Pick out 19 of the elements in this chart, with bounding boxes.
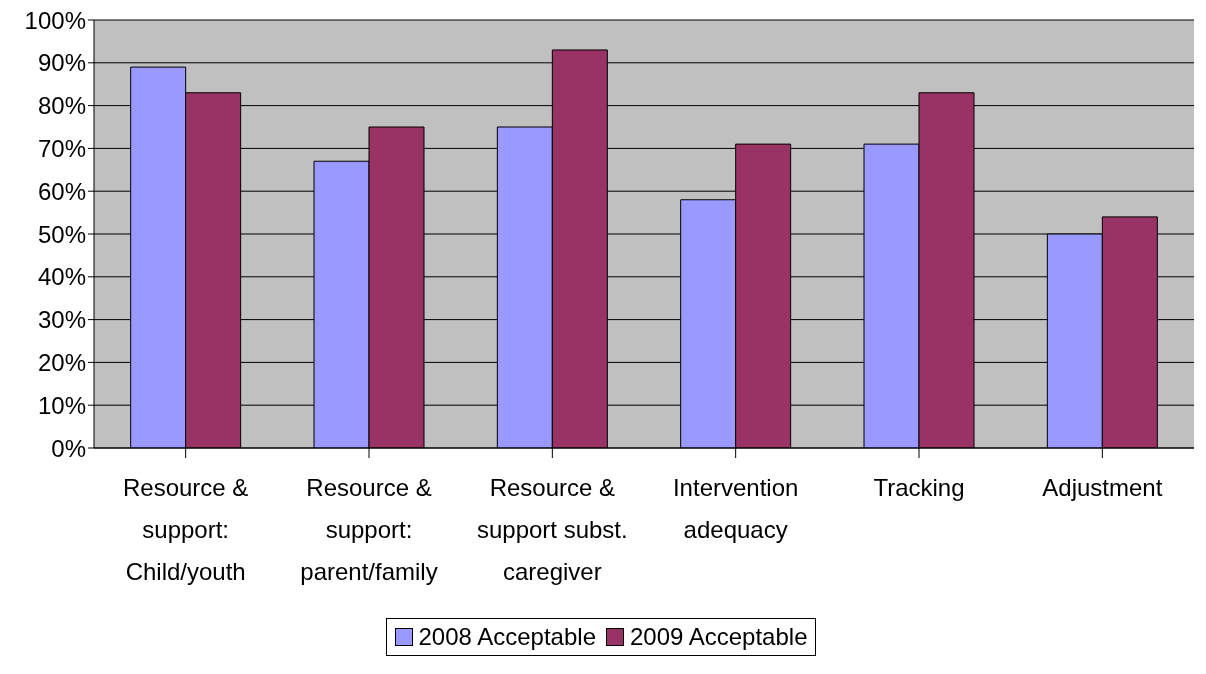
legend-label: 2009 Acceptable	[629, 623, 808, 651]
y-tick-label: 0%	[51, 434, 86, 462]
legend-label: 2008 Acceptable	[417, 623, 596, 651]
y-tick-label: 20%	[37, 348, 86, 376]
y-tick-label: 10%	[37, 391, 86, 419]
x-tick-label: Resource & support subst. caregiver	[476, 474, 628, 585]
y-tick-label: 30%	[37, 306, 86, 334]
y-tick-label: 100%	[24, 6, 86, 34]
x-tick-label: Resource & support: Child/youth	[122, 474, 249, 585]
x-tick-label: Resource & support: parent/family	[300, 474, 438, 585]
x-tick-label: Intervention adequacy	[672, 474, 799, 543]
y-tick-label: 50%	[37, 220, 86, 248]
y-tick-label: 90%	[37, 49, 86, 77]
y-tick-label: 60%	[37, 177, 86, 205]
y-tick-label: 40%	[37, 263, 86, 291]
y-tick-label: 70%	[37, 134, 86, 162]
x-tick-label: Tracking	[873, 474, 965, 501]
y-tick-label: 80%	[37, 92, 86, 120]
x-tick-label: Adjustment	[1042, 474, 1163, 501]
